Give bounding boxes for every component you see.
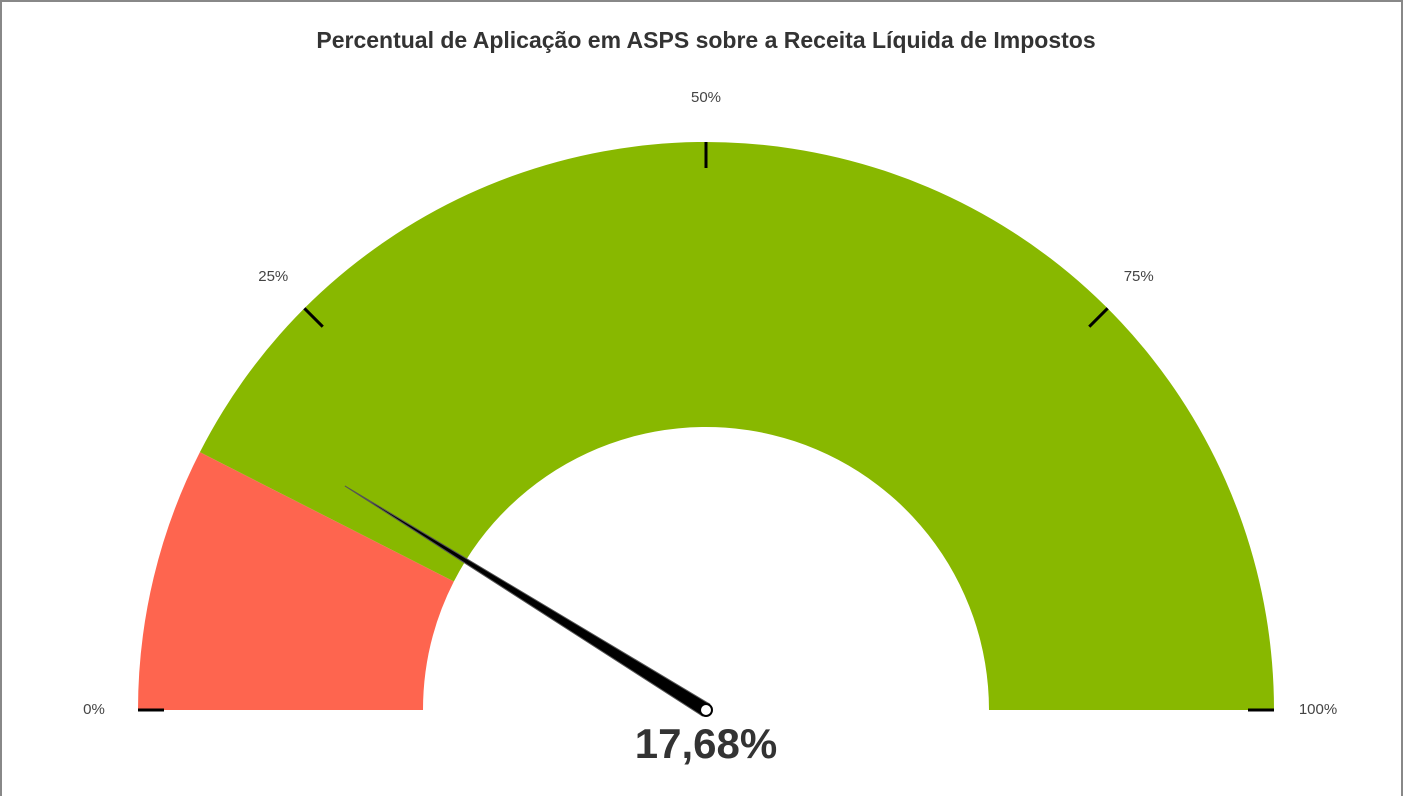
chart-title: Percentual de Aplicação em ASPS sobre a … (316, 27, 1095, 53)
tick-label: 25% (258, 268, 288, 285)
value-label: 17,68% (635, 720, 777, 767)
tick-mark (1088, 307, 1109, 328)
needle-pivot (699, 703, 713, 717)
tick-label: 50% (691, 89, 721, 106)
tick-label: 100% (1299, 701, 1337, 718)
gauge-band (199, 142, 1274, 710)
gauge-band (138, 452, 454, 710)
tick-label: 75% (1124, 268, 1154, 285)
tick-mark (303, 307, 324, 328)
tick-label: 0% (83, 701, 105, 718)
